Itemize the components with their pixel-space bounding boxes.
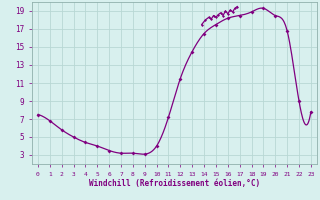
X-axis label: Windchill (Refroidissement éolien,°C): Windchill (Refroidissement éolien,°C)	[89, 179, 260, 188]
